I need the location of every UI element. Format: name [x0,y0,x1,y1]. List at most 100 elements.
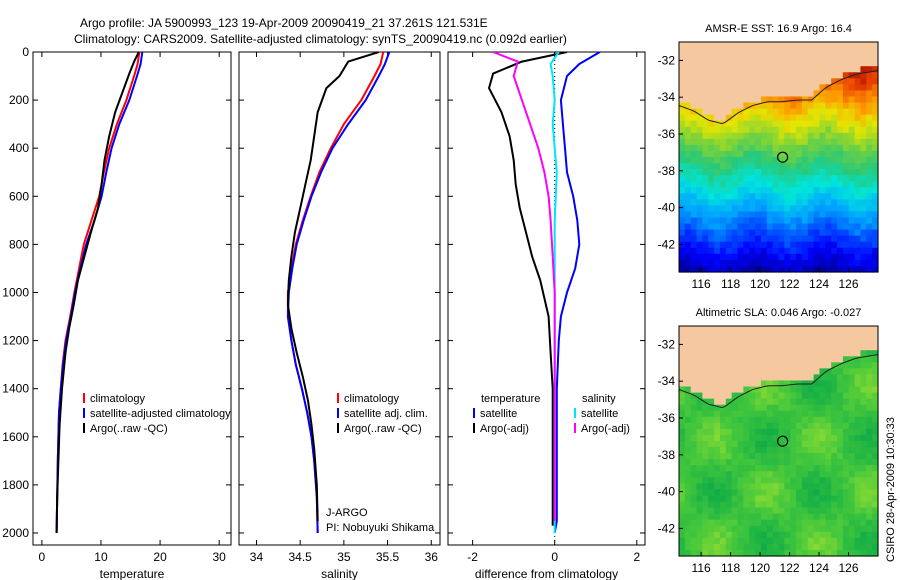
map-title: Altimetric SLA: 0.046 Argo: -0.027 [696,307,862,319]
map-cell [860,235,867,243]
map-cell [702,199,709,207]
map-cell [778,489,785,497]
map-cell [743,259,750,267]
map-cell [825,187,832,194]
map-cell [679,102,686,110]
x-tick-label: 0 [39,550,46,564]
map-cell [807,241,815,249]
map-field [679,42,879,273]
map-cell [842,205,850,213]
map-cell [772,211,780,219]
map-cell [731,368,739,376]
map-cell [766,102,774,110]
map-cell [854,350,862,357]
map-cell [690,543,698,551]
map-cell [813,120,821,128]
map-cell [860,398,867,406]
map-cell [813,537,821,545]
map-cell [766,138,774,146]
map-cell [737,102,744,110]
map-cell [708,48,715,55]
map-cell [801,501,809,509]
map-cell [848,465,856,472]
map-cell [854,483,862,491]
map-cell [831,380,838,388]
map-cell [825,223,832,231]
map-cell [790,416,797,424]
map-cell [731,150,739,158]
map-cell [766,441,774,448]
map-cell [679,332,686,339]
legend-label: Argo(..raw -QC) [344,423,422,435]
map-cell [842,48,850,55]
map-cell [696,247,704,255]
map-cell [696,549,704,557]
map-cell [772,241,780,249]
map-cell [831,150,838,158]
map-cell [825,66,832,73]
map-cell [784,72,791,79]
y-tick-label: -32 [658,337,676,351]
map-cell [866,229,873,237]
map-cell [807,211,815,219]
map-cell [825,434,832,442]
map-cell [696,138,704,146]
map-cell [842,253,850,261]
map-cell [813,144,821,152]
map-cell [760,90,768,98]
map-cell [813,54,821,61]
map-cell [690,114,698,122]
map-cell [679,144,686,152]
map-cell [714,205,721,213]
map-cell [854,126,862,134]
map-cell [848,265,856,273]
map-cell [796,465,803,472]
map-cell [708,120,715,128]
map-cell [866,181,873,188]
map-cell [690,441,698,448]
map-cell [801,531,809,539]
map-cell [848,90,856,98]
map-cell [819,187,826,194]
map-cell [684,495,692,503]
map-cell [743,332,750,339]
map-cell [837,102,844,110]
map-cell [796,42,803,49]
map-cell [801,368,809,376]
map-cell [684,465,692,472]
map-cell [755,537,762,545]
map-cell [760,138,768,146]
map-cell [819,96,826,104]
map-cell [708,453,715,460]
map-cell [837,235,844,243]
map-cell [714,181,721,188]
map-cell [743,241,750,249]
map-cell [684,132,692,140]
map-cell [872,362,879,369]
map-cell [725,187,733,194]
map-cell [796,543,803,551]
map-cell [714,350,721,357]
map-cell [801,72,809,79]
map-cell [679,344,686,351]
map-cell [831,549,838,557]
map-cell [760,483,768,491]
map-cell [796,169,803,176]
map-cell [766,48,774,55]
map-cell [872,525,879,533]
map-cell [766,78,774,85]
map-cell [690,175,698,182]
map-cell [837,181,844,188]
map-cell [790,265,797,273]
map-cell [842,235,850,243]
map-cell [872,495,879,503]
map-cell [790,211,797,219]
map-cell [831,108,838,116]
map-cell [696,265,704,273]
map-cell [790,54,797,61]
map-cell [801,120,809,128]
map-cell [696,48,704,55]
map-cell [825,356,832,363]
map-cell [790,465,797,472]
map-cell [749,193,756,200]
